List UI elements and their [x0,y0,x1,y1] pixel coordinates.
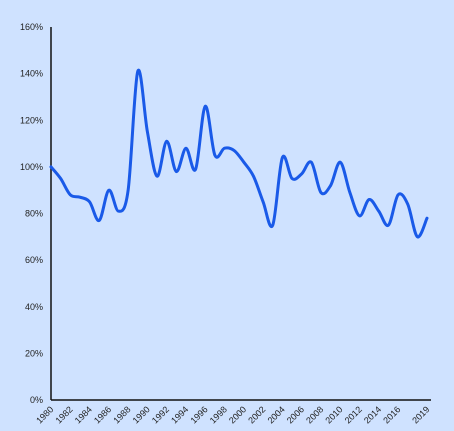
data-point [252,175,255,178]
data-point [175,170,178,173]
data-point [300,172,303,176]
y-tick-label: 100% [20,162,43,172]
data-point [377,209,380,213]
data-point [98,219,101,222]
y-tick-label: 40% [25,302,43,312]
data-point [281,156,284,159]
y-tick-label: 140% [20,69,43,79]
data-point [310,161,313,164]
y-tick-label: 80% [25,209,43,219]
data-point [396,193,400,197]
data-point [425,216,429,220]
data-point [367,198,371,201]
data-point [194,168,197,171]
data-point [49,165,53,169]
data-point [339,161,342,164]
data-point [78,195,82,199]
y-tick-label: 0% [30,395,43,405]
data-point [146,130,149,134]
y-tick-label: 160% [20,22,43,32]
data-point [319,191,323,194]
data-point [358,214,361,218]
data-point [69,193,72,197]
y-tick-label: 60% [25,255,43,265]
data-point [223,147,226,150]
y-tick-label: 120% [20,115,43,125]
data-point [107,188,111,192]
data-point [329,184,332,187]
series-line [49,68,429,239]
data-point [204,105,207,108]
series-points [49,70,429,239]
data-point [126,188,130,192]
data-point [242,161,246,164]
data-point [232,149,236,152]
data-point [406,202,409,206]
data-point [165,140,168,143]
data-point [184,147,188,150]
data-point [387,223,390,227]
data-point [290,177,294,180]
data-point [271,223,274,227]
data-point [261,200,265,204]
y-tick-label: 20% [25,348,43,358]
data-point [213,154,217,157]
data-point [117,209,120,213]
data-point [88,200,91,204]
data-point [136,70,139,73]
data-point [155,175,159,178]
y-axis-ticks: 0% 20% 40% 60% 80% 100% 120% 140% 160% [20,22,43,405]
data-point [59,177,62,180]
data-point [416,235,419,239]
data-point [348,191,352,194]
